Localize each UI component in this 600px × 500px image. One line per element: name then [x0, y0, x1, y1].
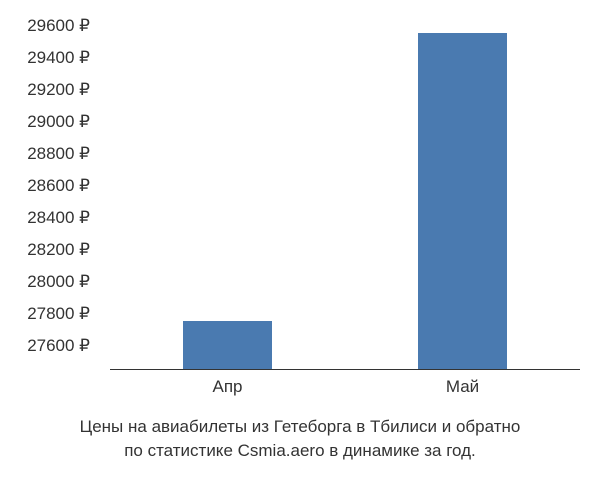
caption-line-1: Цены на авиабилеты из Гетеборга в Тбилис…: [80, 417, 521, 436]
y-tick-label: 28600 ₽: [27, 176, 90, 196]
caption-line-2: по статистике Csmia.aero в динамике за г…: [124, 441, 476, 460]
y-axis: 27600 ₽ 27800 ₽ 28000 ₽ 28200 ₽ 28400 ₽ 28600…: [0, 10, 100, 370]
y-tick-label: 28400 ₽: [27, 208, 90, 228]
y-tick-label: 28000 ₽: [27, 272, 90, 292]
y-tick-label: 29400 ₽: [27, 48, 90, 68]
bar-Апр: [183, 321, 272, 369]
chart-caption: Цены на авиабилеты из Гетеборга в Тбилис…: [0, 415, 600, 463]
y-tick-label: 29200 ₽: [27, 80, 90, 100]
y-tick-label: 27800 ₽: [27, 304, 90, 324]
x-label: Май: [446, 377, 479, 397]
plot-area: [110, 10, 580, 370]
bar-Май: [418, 33, 507, 369]
y-tick-label: 29000 ₽: [27, 112, 90, 132]
price-chart: 27600 ₽ 27800 ₽ 28000 ₽ 28200 ₽ 28400 ₽ 28600…: [0, 0, 600, 500]
x-axis: Апр Май: [110, 375, 580, 405]
y-tick-label: 29600 ₽: [27, 16, 90, 36]
y-tick-label: 27600 ₽: [27, 336, 90, 356]
x-label: Апр: [213, 377, 243, 397]
y-tick-label: 28800 ₽: [27, 144, 90, 164]
y-tick-label: 28200 ₽: [27, 240, 90, 260]
